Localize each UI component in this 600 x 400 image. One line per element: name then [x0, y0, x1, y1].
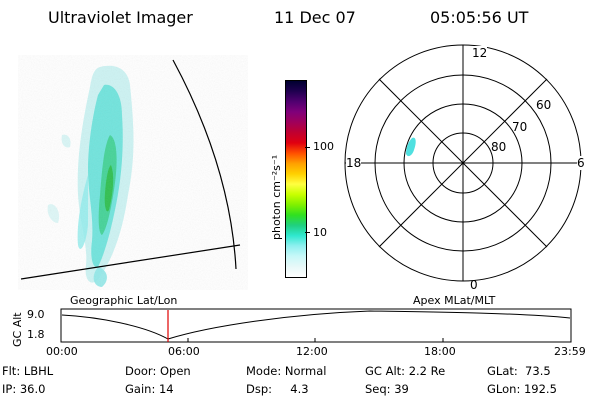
gc-alt-info: GC Alt: 2.2 Re — [365, 364, 446, 378]
altitude-timeline — [60, 308, 572, 343]
colorbar-tick-100: 100 — [313, 140, 334, 153]
x-tick-0600: 06:00 — [168, 345, 200, 358]
x-tick-1800: 18:00 — [424, 345, 456, 358]
mlt-label-6: 6 — [577, 156, 585, 170]
lat-label-60: 60 — [536, 98, 552, 112]
altitude-curve — [61, 310, 571, 340]
mlt-label-18: 18 — [346, 156, 362, 170]
latitude-line — [20, 244, 241, 280]
dsp-info: Dsp: 4.3 — [246, 382, 309, 396]
time-label: 05:05:56 UT — [430, 8, 529, 27]
x-tick-2359: 23:59 — [554, 345, 586, 358]
polar-grid — [344, 44, 582, 282]
ip-info: IP: 36.0 — [2, 382, 46, 396]
glat-info: GLat: 73.5 — [487, 364, 551, 378]
x-tick-1200: 12:00 — [296, 345, 328, 358]
colorbar-unit-label: photon cm⁻²s⁻¹ — [270, 154, 283, 240]
aurora-emission — [18, 55, 248, 290]
mode-info: Mode: Normal — [246, 364, 327, 378]
aurora-spot — [406, 137, 416, 157]
mlt-label-12: 12 — [472, 46, 488, 60]
date-label: 11 Dec 07 — [274, 8, 356, 27]
y-tick-1-8: 1.8 — [27, 328, 45, 341]
colorbar-tick-10: 10 — [313, 226, 327, 239]
colorbar-gradient — [286, 81, 306, 277]
timeline-title-right: Apex MLat/MLT — [413, 294, 496, 307]
timeline-axis-label: GC Alt — [11, 312, 24, 347]
y-tick-9: 9.0 — [27, 308, 45, 321]
geographic-image — [18, 55, 248, 290]
x-tick-0000: 00:00 — [46, 345, 78, 358]
glon-info: GLon: 192.5 — [487, 382, 557, 396]
mlt-label-0: 0 — [470, 278, 478, 292]
lat-label-80: 80 — [491, 140, 507, 154]
coastline-line — [172, 59, 237, 270]
instrument-title: Ultraviolet Imager — [48, 8, 193, 27]
gain-info: Gain: 14 — [125, 382, 174, 396]
timeline-title-left: Geographic Lat/Lon — [70, 294, 178, 307]
polar-plot — [344, 44, 582, 282]
colorbar — [285, 80, 307, 278]
lat-label-70: 70 — [512, 120, 528, 134]
filter-info: Flt: LBHL — [2, 364, 54, 378]
door-info: Door: Open — [125, 364, 191, 378]
seq-info: Seq: 39 — [365, 382, 409, 396]
